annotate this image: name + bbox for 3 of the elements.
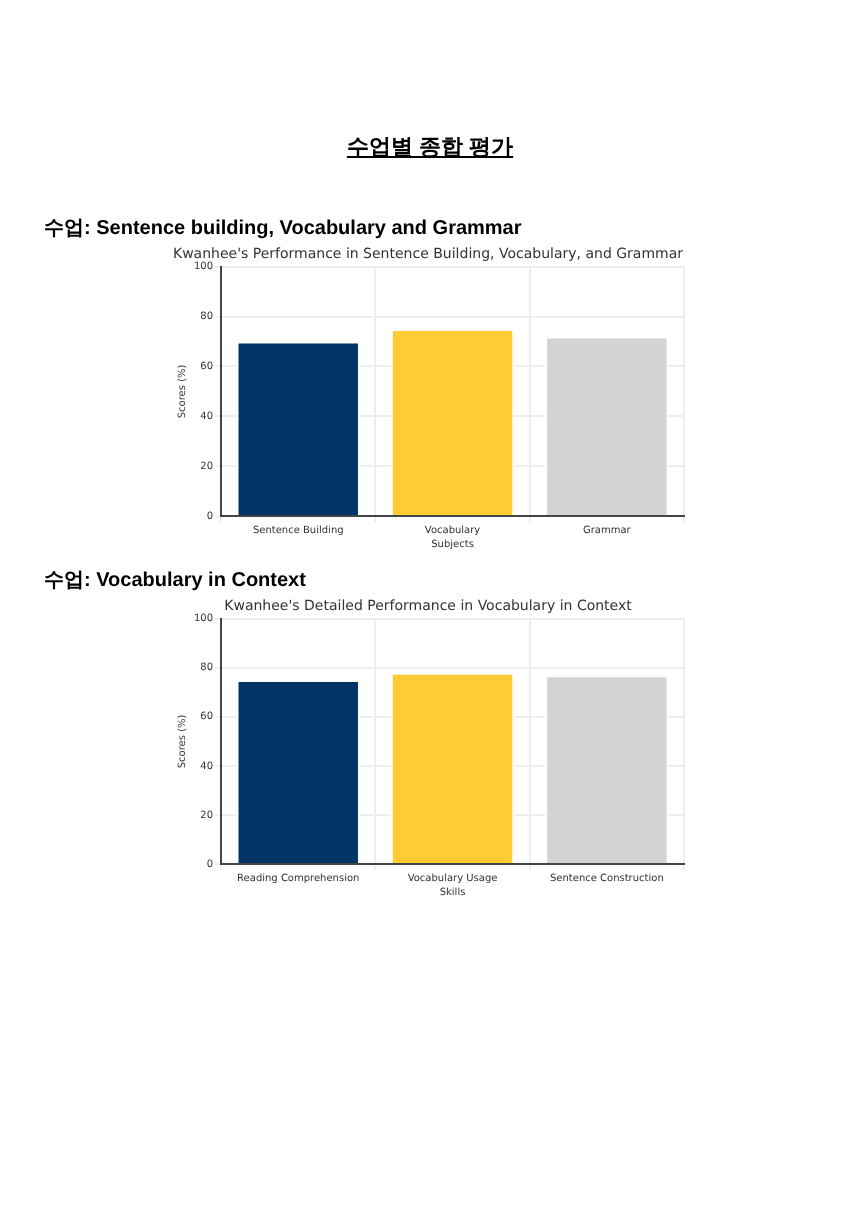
text: 수업별 종합 평가: [344, 134, 516, 162]
text: 수업: Vocabulary in Context: [44, 568, 308, 594]
text: 수업: Sentence building, Vocabulary and Grammar: [44, 216, 524, 242]
